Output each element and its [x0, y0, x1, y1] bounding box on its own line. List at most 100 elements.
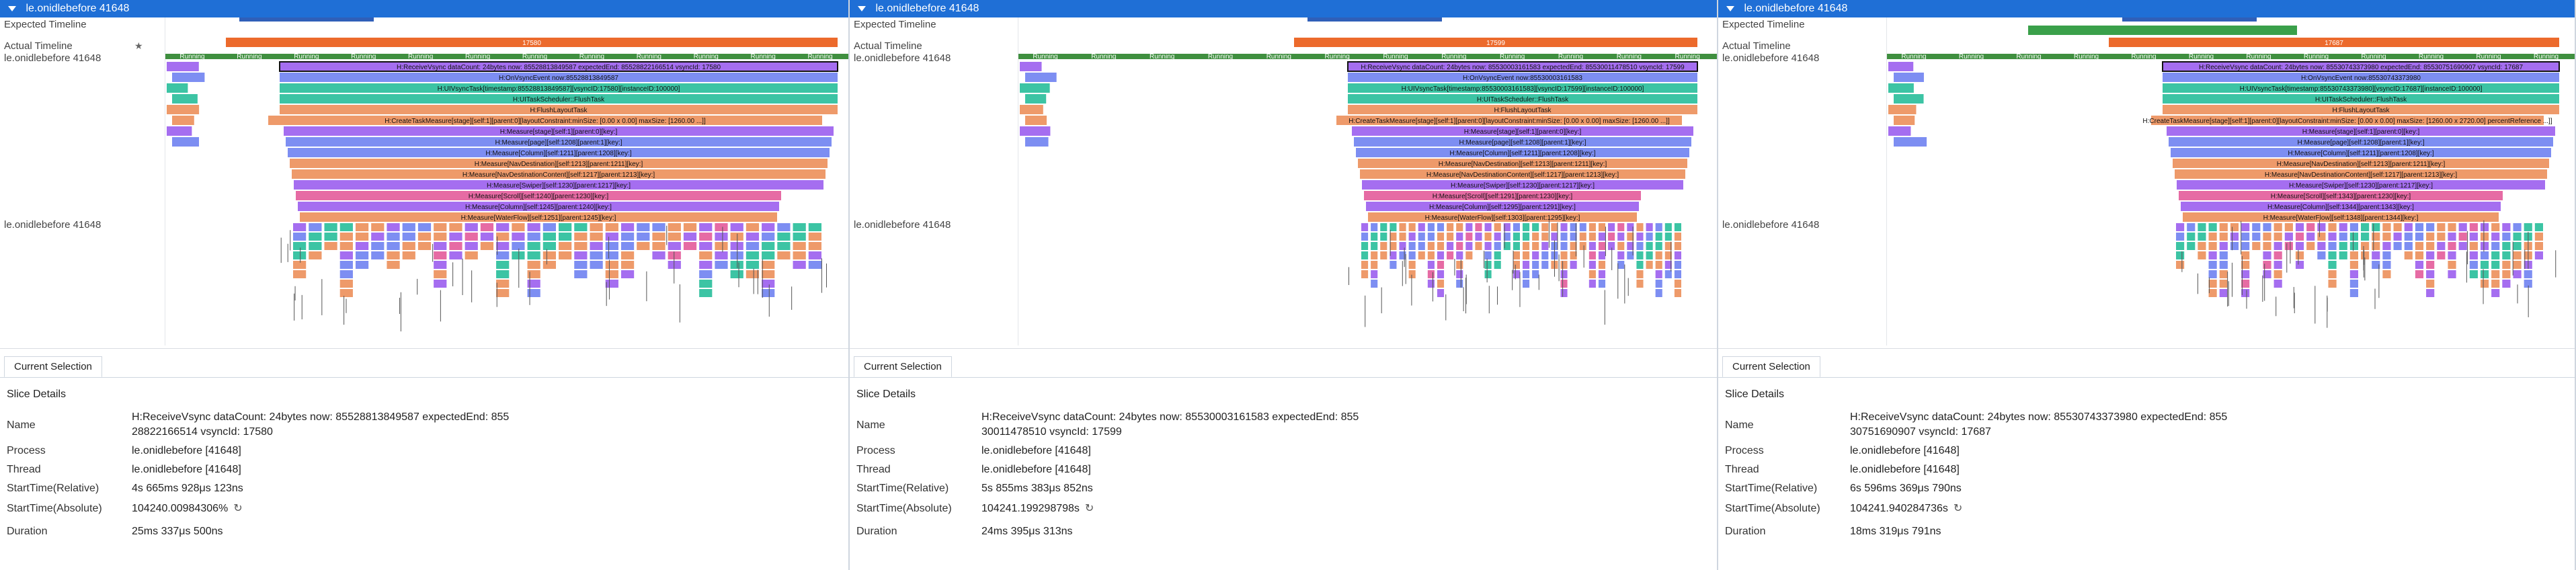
leaf-slice[interactable]	[2415, 242, 2424, 250]
leaf-slice[interactable]	[2284, 223, 2293, 231]
flame-slice[interactable]	[286, 137, 832, 147]
leaf-slice[interactable]	[2491, 233, 2500, 241]
leaf-slice[interactable]	[309, 242, 322, 250]
leaf-slice[interactable]	[590, 242, 603, 250]
tick-mark[interactable]	[1519, 272, 1521, 307]
leaf-slice[interactable]	[1617, 223, 1625, 231]
leaf-slice[interactable]	[527, 242, 540, 250]
leaf-slice[interactable]	[1399, 223, 1406, 231]
leaf-slice[interactable]	[1664, 270, 1672, 278]
leaf-slice[interactable]	[387, 242, 400, 250]
leaf-slice[interactable]	[1674, 289, 1681, 297]
leaf-slice[interactable]	[2198, 233, 2206, 241]
leaf-slice[interactable]	[1617, 233, 1625, 241]
leaf-slice[interactable]	[1456, 233, 1463, 241]
leaf-slice[interactable]	[324, 233, 337, 241]
leaf-slice[interactable]	[1560, 251, 1568, 259]
leaf-slice[interactable]	[1361, 251, 1369, 259]
leaf-slice[interactable]	[1636, 223, 1644, 231]
leaf-slice[interactable]	[2208, 289, 2217, 297]
tick-mark[interactable]	[1557, 222, 1558, 250]
leaf-slice[interactable]	[1475, 223, 1482, 231]
leaf-slice[interactable]	[1646, 251, 1653, 259]
leaf-slice[interactable]	[496, 280, 510, 288]
leaf-slice[interactable]	[1371, 233, 1378, 241]
leaf-slice[interactable]	[1532, 251, 1539, 259]
leaf-slice[interactable]	[574, 251, 588, 259]
leaf-slice[interactable]	[1674, 223, 1681, 231]
leaf-slice[interactable]	[2273, 251, 2282, 259]
tick-mark[interactable]	[399, 297, 401, 315]
leaf-slice[interactable]	[1380, 242, 1387, 250]
leaf-slice[interactable]	[402, 233, 415, 241]
leaf-slice[interactable]	[2273, 270, 2282, 278]
flame-slice[interactable]	[268, 116, 822, 125]
leaf-slice[interactable]	[746, 242, 760, 250]
tick-mark[interactable]	[2327, 297, 2328, 312]
leaf-slice[interactable]	[465, 251, 478, 259]
leaf-slice[interactable]	[2198, 242, 2206, 250]
leaf-slice[interactable]	[496, 289, 510, 297]
flame-slice[interactable]	[1336, 116, 1682, 125]
leaf-slice[interactable]	[590, 233, 603, 241]
leaf-slice[interactable]	[1627, 223, 1634, 231]
leaf-slice[interactable]	[387, 233, 400, 241]
tick-mark[interactable]	[301, 294, 303, 320]
leaf-slice[interactable]	[1617, 261, 1625, 269]
leaf-slice[interactable]	[1361, 233, 1369, 241]
leaf-slice[interactable]	[1427, 261, 1435, 269]
leaf-slice[interactable]	[2404, 242, 2413, 250]
leaf-slice[interactable]	[730, 223, 743, 231]
leaf-slice[interactable]	[2176, 261, 2185, 269]
leaf-slice[interactable]	[1532, 270, 1539, 278]
leaf-slice[interactable]	[480, 242, 494, 250]
tick-mark[interactable]	[1513, 250, 1514, 274]
leaf-slice[interactable]	[699, 289, 713, 297]
leaf-slice[interactable]	[746, 261, 760, 269]
leaf-slice[interactable]	[1408, 223, 1416, 231]
leaf-slice[interactable]	[355, 261, 369, 269]
leaf-slice[interactable]	[808, 233, 821, 241]
leaf-slice[interactable]	[339, 223, 353, 231]
leaf-slice[interactable]	[2480, 251, 2489, 259]
flame-slice[interactable]	[1352, 126, 1693, 136]
leaf-slice[interactable]	[1636, 270, 1644, 278]
leaf-slice[interactable]	[1636, 261, 1644, 269]
flame-slice[interactable]	[1360, 169, 1685, 179]
leaf-slice[interactable]	[2426, 251, 2435, 259]
leaf-slice[interactable]	[293, 223, 307, 231]
leaf-slice[interactable]	[2349, 289, 2358, 297]
flame-slice[interactable]	[2151, 116, 2544, 125]
leaf-slice[interactable]	[1523, 280, 1530, 288]
leaf-slice[interactable]	[1588, 280, 1596, 288]
leaf-slice[interactable]	[2284, 242, 2293, 250]
leaf-slice[interactable]	[574, 233, 588, 241]
leaf-slice[interactable]	[2349, 233, 2358, 241]
leaf-slice[interactable]	[777, 233, 791, 241]
flame-slice[interactable]	[2175, 169, 2547, 179]
leaf-slice[interactable]	[434, 223, 447, 231]
leaf-slice[interactable]	[1513, 223, 1520, 231]
leaf-slice[interactable]	[355, 242, 369, 250]
leaf-slice[interactable]	[1627, 251, 1634, 259]
tick-mark[interactable]	[2228, 281, 2229, 307]
leaf-slice[interactable]	[2382, 270, 2391, 278]
left-slice[interactable]	[1894, 116, 1915, 125]
leaf-slice[interactable]	[2469, 261, 2478, 269]
leaf-slice[interactable]	[1655, 261, 1662, 269]
process-header[interactable]: le.onidlebefore 41648	[1718, 0, 2575, 17]
leaf-slice[interactable]	[1655, 233, 1662, 241]
leaf-slice[interactable]	[1361, 242, 1369, 250]
left-slice[interactable]	[1894, 73, 1924, 82]
leaf-slice[interactable]	[2328, 223, 2337, 231]
tick-mark[interactable]	[2483, 220, 2485, 252]
leaf-slice[interactable]	[2415, 261, 2424, 269]
leaf-slice[interactable]	[1513, 233, 1520, 241]
leaf-slice[interactable]	[2491, 223, 2500, 231]
leaf-slice[interactable]	[1408, 233, 1416, 241]
tick-mark[interactable]	[646, 271, 647, 302]
leaf-slice[interactable]	[1484, 233, 1492, 241]
tick-mark[interactable]	[432, 243, 434, 262]
leaf-slice[interactable]	[1361, 261, 1369, 269]
leaf-slice[interactable]	[808, 242, 821, 250]
